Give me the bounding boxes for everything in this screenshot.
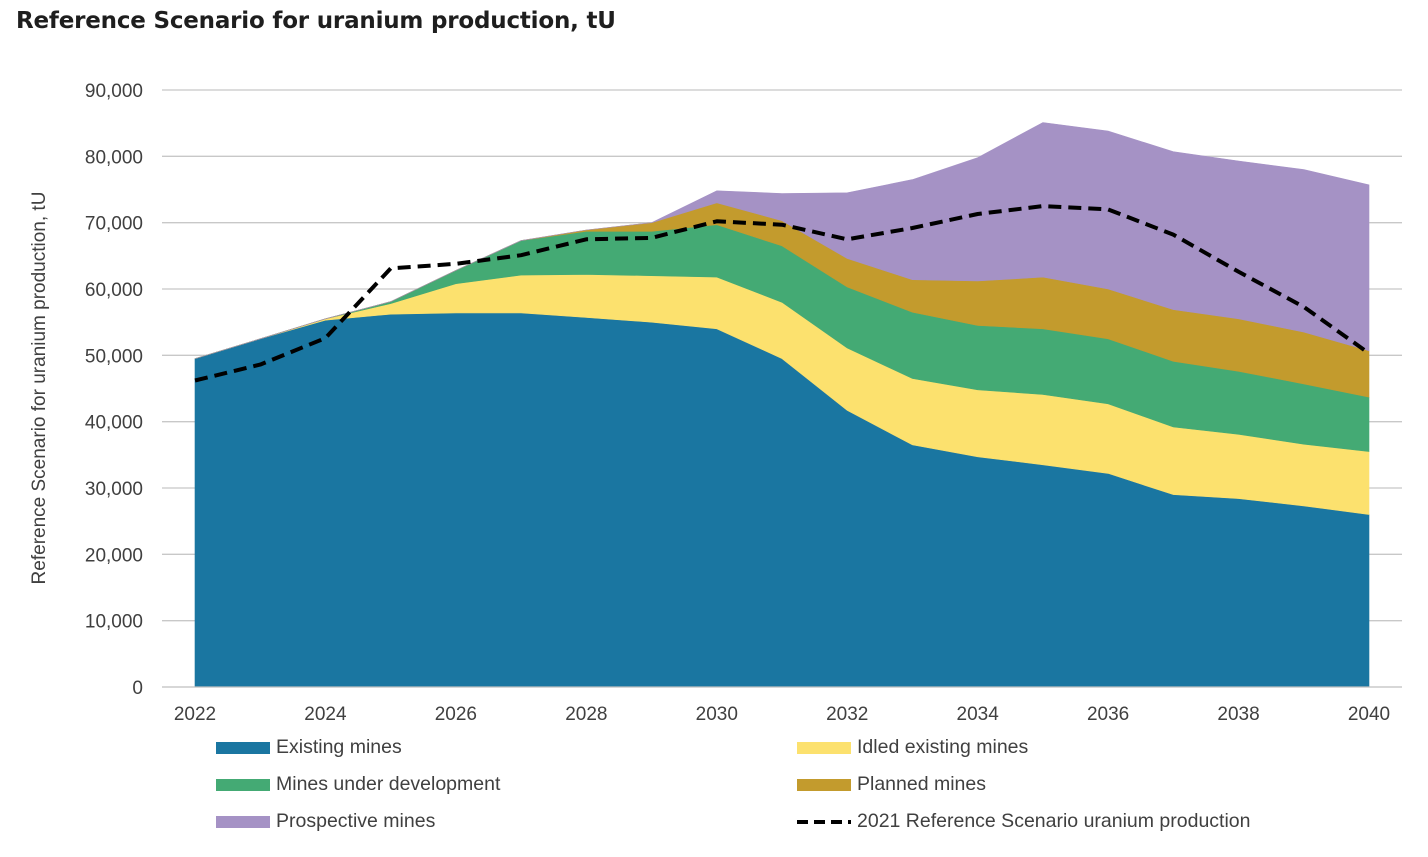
- chart-title: Reference Scenario for uranium productio…: [16, 8, 616, 34]
- y-tick-label: 40,000: [85, 413, 143, 434]
- x-tick-label: 2034: [957, 704, 1000, 725]
- y-tick-label: 0: [132, 678, 143, 699]
- y-tick-label: 90,000: [85, 81, 143, 102]
- y-tick-label: 30,000: [85, 479, 143, 500]
- x-tick-label: 2036: [1087, 704, 1129, 725]
- x-tick-label: 2028: [565, 704, 607, 725]
- x-tick-label: 2030: [696, 704, 738, 725]
- x-tick-label: 2038: [1217, 704, 1259, 725]
- y-tick-label: 80,000: [85, 147, 143, 168]
- reference-line: [194, 204, 1371, 383]
- x-tick-label: 2032: [826, 704, 868, 725]
- y-tick-label: 10,000: [85, 612, 143, 633]
- x-tick-label: 2024: [304, 704, 347, 725]
- area-prospective-mines: [194, 122, 1370, 359]
- y-tick-label: 70,000: [85, 214, 143, 235]
- x-tick-labels: 2022 2024 2026 2028 2030 2032 2034 2036 2038 2040: [174, 704, 1390, 725]
- y-axis-label: Reference Scenario for uranium productio…: [29, 192, 50, 585]
- x-tick-label: 2022: [174, 704, 216, 725]
- y-tick-label: 20,000: [85, 545, 143, 566]
- y-tick-labels: 0 10,000 20,000 30,000 40,000 50,000 60,000 70,…: [85, 81, 143, 699]
- stacked-areas: [194, 122, 1370, 688]
- x-tick-label: 2040: [1348, 704, 1390, 725]
- x-tick-label: 2026: [435, 704, 477, 725]
- y-tick-label: 60,000: [85, 280, 143, 301]
- reference-line-group: [194, 204, 1371, 383]
- y-tick-label: 50,000: [85, 346, 143, 367]
